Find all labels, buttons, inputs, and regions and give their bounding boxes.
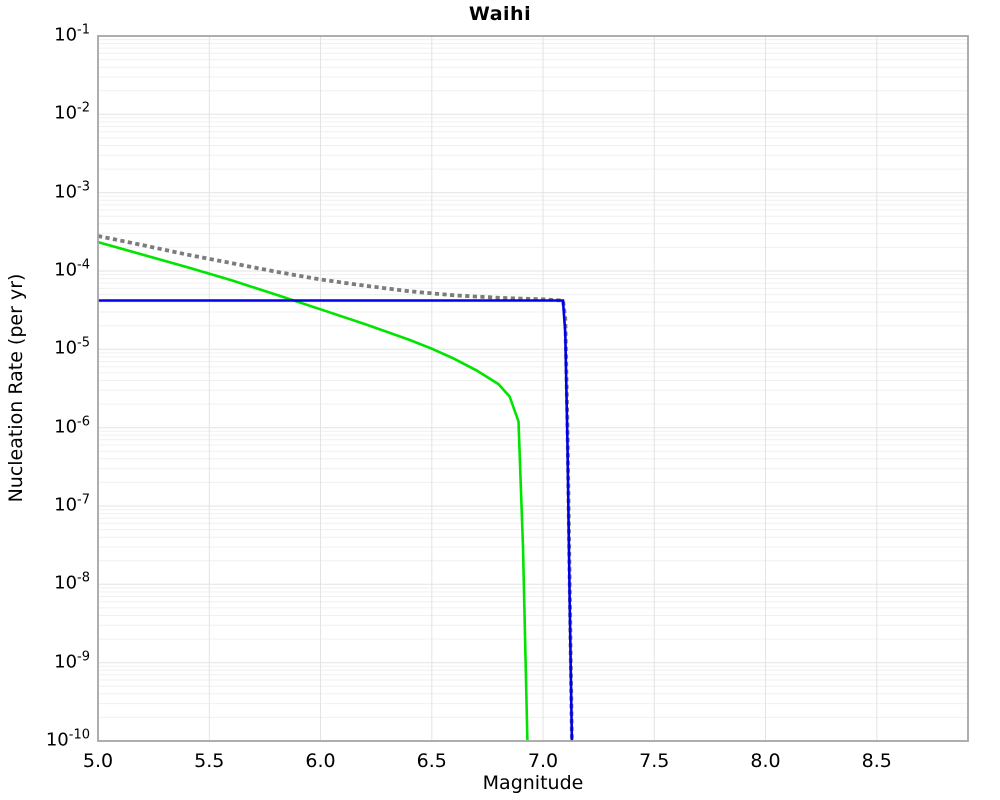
x-tick-label: 6.5 [416, 750, 447, 772]
y-tick-label: 10-3 [54, 179, 90, 203]
x-tick-label: 6.0 [305, 750, 336, 772]
y-tick-label: 10-1 [54, 22, 90, 46]
x-tick-label: 7.5 [639, 750, 670, 772]
y-tick-label: 10-4 [54, 257, 90, 281]
y-tick-label: 10-10 [45, 727, 90, 751]
y-tick-label: 10-6 [54, 414, 90, 438]
green-solid-curve [97, 240, 529, 742]
y-tick-label: 10-9 [54, 649, 90, 673]
x-tick-label: 7.0 [527, 750, 559, 772]
x-tick-label: 8.0 [750, 750, 781, 772]
y-axis-label: Nucleation Rate (per yr) [5, 273, 27, 503]
y-tick-label: 10-2 [54, 100, 90, 124]
y-tick-label: 10-5 [54, 335, 90, 359]
blue-solid-curve [98, 299, 574, 742]
x-tick-label: 5.5 [194, 750, 225, 772]
x-axis-label: Magnitude [482, 772, 584, 794]
y-tick-label: 10-8 [54, 570, 90, 594]
plot-title: Waihi [468, 3, 532, 25]
x-tick-label: 8.5 [861, 750, 892, 772]
y-tick-label: 10-7 [54, 492, 90, 516]
x-tick-label: 5.0 [82, 750, 114, 772]
